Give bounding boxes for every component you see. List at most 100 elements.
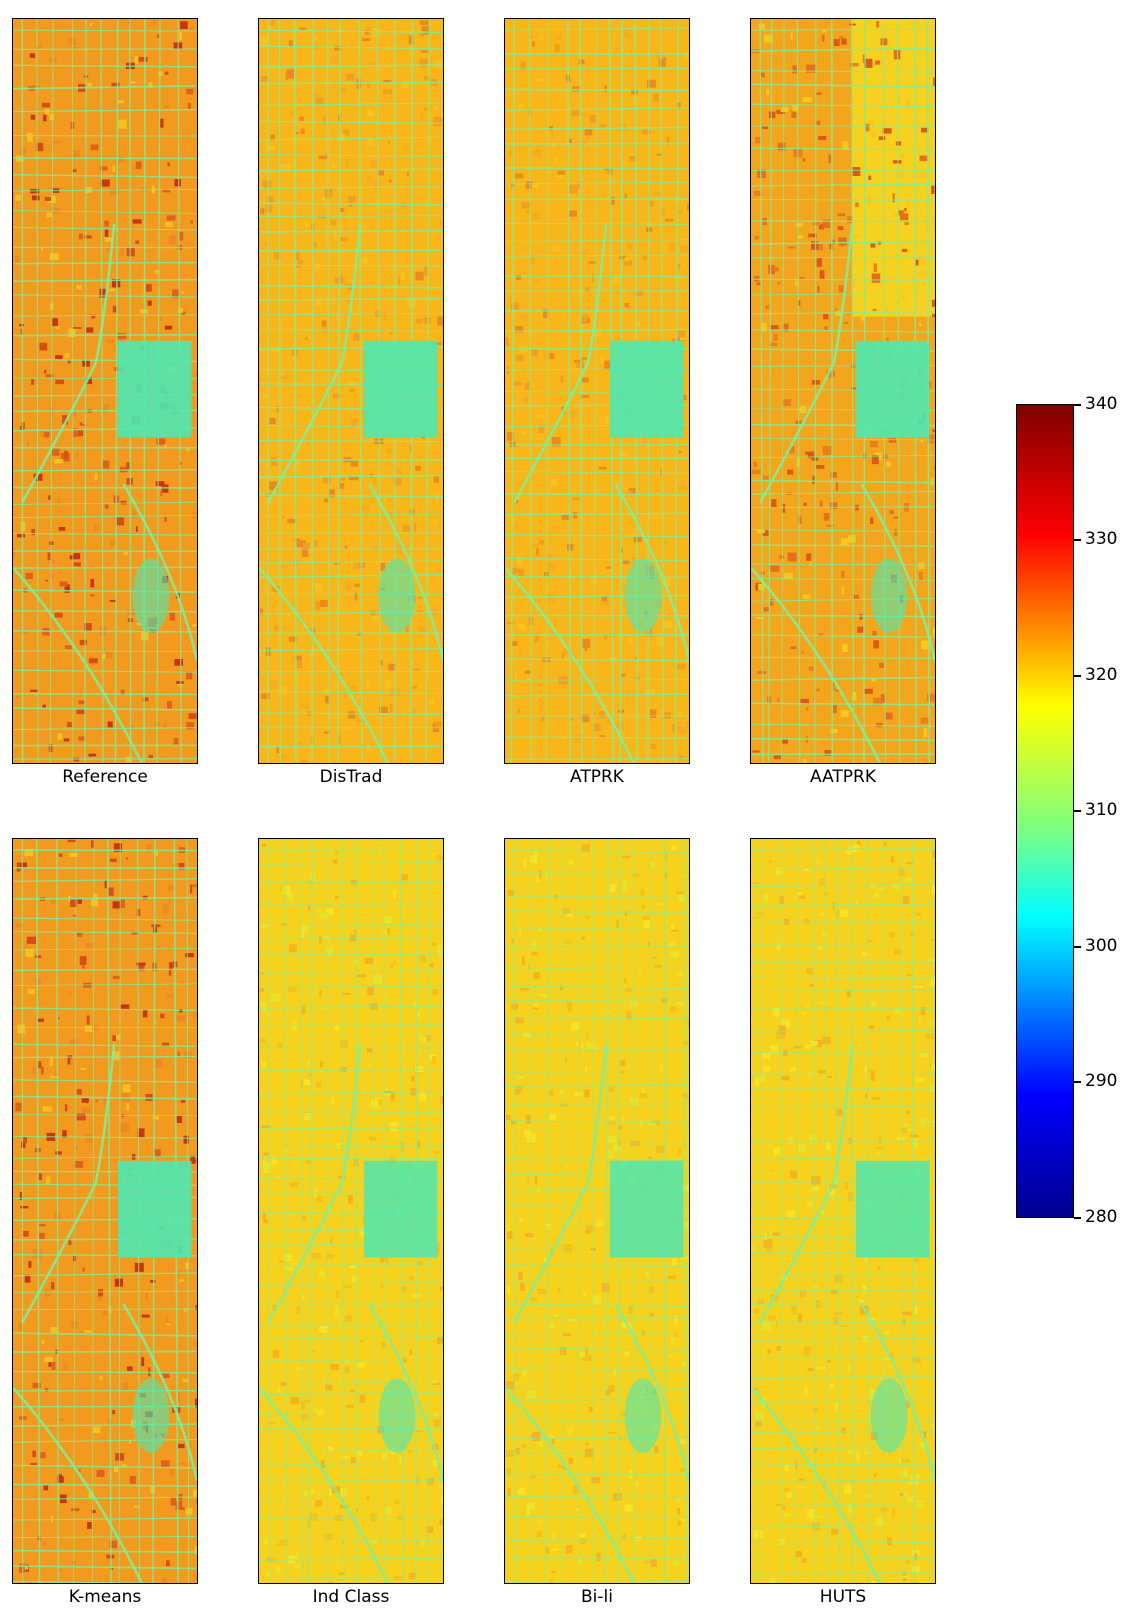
- map-blotch: [892, 883, 901, 890]
- map-blotch: [911, 1566, 921, 1573]
- map-street: [528, 19, 532, 763]
- map-street: [35, 839, 41, 1583]
- map-blotch: [561, 652, 565, 659]
- map-street: [751, 943, 935, 947]
- map-blotch: [155, 850, 158, 856]
- map-blotch: [190, 884, 193, 894]
- map-blotch: [330, 219, 337, 225]
- map-street: [13, 983, 197, 986]
- map-street: [505, 181, 689, 185]
- map-street: [13, 650, 197, 653]
- map-street: [751, 1050, 935, 1054]
- map-blotch: [129, 1476, 136, 1484]
- map-blotch: [570, 409, 579, 418]
- panel-label-reference: Reference: [62, 767, 148, 787]
- map-blotch: [584, 1230, 591, 1234]
- map-blotch: [598, 466, 607, 470]
- map-blotch: [795, 223, 803, 227]
- map-blotch: [930, 939, 935, 942]
- map-blotch: [41, 1339, 45, 1344]
- map-street: [72, 19, 74, 763]
- map-blotch: [861, 952, 869, 957]
- map-blotch: [314, 263, 320, 270]
- map-street: [13, 469, 197, 472]
- map-street: [13, 1155, 197, 1159]
- map-blotch: [533, 279, 540, 283]
- map-blotch: [664, 851, 668, 861]
- map-blotch: [776, 867, 783, 875]
- map-blotch: [803, 502, 807, 506]
- map-street: [751, 198, 935, 201]
- map-blotch: [78, 1469, 81, 1472]
- map-blotch: [93, 893, 98, 900]
- map-street: [751, 1337, 935, 1342]
- map-street: [13, 1580, 176, 1583]
- map-blotch: [518, 568, 525, 577]
- map-street: [751, 28, 935, 31]
- map-street: [505, 1032, 689, 1035]
- map-street: [751, 70, 935, 73]
- map-blotch: [383, 311, 388, 321]
- map-blotch: [340, 237, 348, 242]
- map-blotch: [517, 624, 526, 630]
- map-blotch: [543, 571, 549, 578]
- map-blotch: [882, 128, 892, 134]
- map-blotch: [52, 140, 60, 144]
- map-blotch: [162, 189, 171, 193]
- map-blotch: [624, 193, 627, 199]
- map-blotch: [677, 1148, 682, 1155]
- map-blotch: [421, 25, 430, 35]
- map-blotch: [34, 45, 42, 49]
- map-blotch: [183, 1135, 189, 1144]
- map-blotch: [672, 1258, 677, 1267]
- map-blotch: [776, 1346, 782, 1351]
- map-blotch: [144, 249, 147, 253]
- map-blotch: [69, 992, 72, 996]
- map-blotch: [346, 299, 355, 302]
- map-blotch: [599, 735, 605, 738]
- panel-label-bi-li: Bi-li: [581, 1587, 613, 1607]
- map-street: [751, 1156, 935, 1160]
- map-blotch: [315, 1081, 322, 1088]
- map-blotch: [259, 988, 264, 992]
- map-blotch: [539, 539, 545, 545]
- map-blotch: [379, 660, 383, 666]
- map-blotch: [753, 191, 762, 197]
- map-blotch: [432, 1382, 440, 1385]
- map-blotch: [671, 929, 679, 932]
- map-blotch: [678, 451, 682, 454]
- map-blotch: [918, 1015, 921, 1024]
- map-blotch: [556, 35, 562, 40]
- map-blotch: [104, 880, 107, 889]
- map-blotch: [751, 1245, 755, 1253]
- map-blotch: [530, 854, 538, 864]
- map-blotch: [675, 1498, 681, 1503]
- map-blotch: [328, 1446, 334, 1452]
- map-blotch: [771, 499, 777, 508]
- panel-label-aatprk: AATPRK: [809, 767, 876, 787]
- map-blotch: [831, 682, 835, 691]
- map-blotch: [277, 1543, 285, 1547]
- map-blotch: [366, 681, 370, 690]
- map-blotch: [880, 694, 886, 703]
- map-blotch: [74, 430, 84, 437]
- map-blotch: [334, 851, 338, 855]
- map-blotch: [311, 1252, 321, 1259]
- map-blotch: [536, 1531, 542, 1538]
- map-blotch: [764, 34, 773, 43]
- map-blotch: [174, 179, 181, 187]
- map-blotch: [868, 119, 874, 125]
- map-blotch: [766, 1248, 772, 1253]
- map-blotch: [876, 1152, 880, 1157]
- map-blotch: [361, 505, 370, 511]
- map-blotch: [903, 1123, 909, 1127]
- map-blotch: [926, 693, 935, 702]
- map-blotch: [815, 688, 820, 692]
- map-blotch: [682, 1360, 687, 1367]
- map-street: [751, 1072, 935, 1075]
- map-blotch: [884, 1331, 891, 1335]
- map-blotch: [832, 902, 836, 910]
- map-blotch: [608, 1086, 615, 1092]
- map-street: [505, 1017, 689, 1020]
- map-blotch: [576, 1042, 579, 1047]
